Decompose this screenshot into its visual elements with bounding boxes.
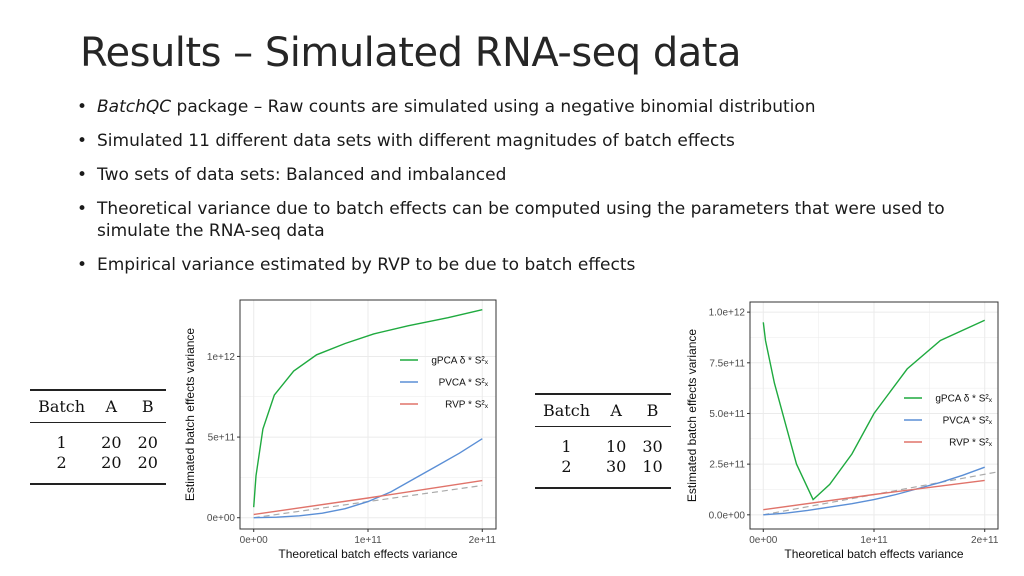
chart0-y-tick-label: 0e+00 bbox=[207, 513, 236, 524]
chart0-y-tick-label: 5e+11 bbox=[208, 433, 236, 444]
chart1-y-tick-label: 0.0e+00 bbox=[709, 510, 746, 521]
chart0-x-tick-label: 0e+00 bbox=[240, 535, 269, 546]
table-row: 1 20 20 bbox=[30, 423, 166, 454]
chart1-y-tick-label: 7.5e+11 bbox=[709, 358, 745, 369]
imbalanced-variance-chart: 0e+00 1e+11 2e+11 0.0e+00 2.5e+11 5.0e+11 7.5e… bbox=[685, 301, 999, 561]
chart1-legend-label-pvca: PVCA * S²ₓ bbox=[943, 416, 993, 427]
chart0-series-gpca-line bbox=[253, 309, 483, 508]
chart1-series-gpca-line bbox=[762, 319, 985, 501]
table-cell: 10 bbox=[606, 437, 627, 456]
bullet-item: Empirical variance estimated by RVP to b… bbox=[77, 254, 957, 276]
imbalanced-design-table: Batch A B 1 10 30 2 30 10 bbox=[535, 393, 671, 489]
chart0-x-axis-title: Theoretical batch effects variance bbox=[278, 547, 458, 561]
table-cell: 30 bbox=[606, 457, 627, 476]
chart0-legend-label-pvca: PVCA * S²ₓ bbox=[439, 378, 489, 389]
chart0-legend-label-gpca: gPCA δ * S²ₓ bbox=[431, 356, 488, 367]
table-header-cell: B bbox=[646, 401, 659, 420]
chart1-x-tick-label: 2e+11 bbox=[971, 535, 999, 546]
table-cell: 10 bbox=[642, 457, 663, 476]
table-cell: 20 bbox=[137, 453, 158, 472]
chart1-x-axis-title: Theoretical batch effects variance bbox=[784, 547, 964, 561]
chart1-y-tick-label: 2.5e+11 bbox=[709, 460, 745, 471]
chart0-series-pvca-line bbox=[253, 438, 483, 519]
chart0-x-tick-label: 1e+11 bbox=[354, 535, 382, 546]
chart0-y-tick-label: 1e+12 bbox=[207, 352, 236, 363]
bullet-text: Theoretical variance due to batch effect… bbox=[97, 199, 945, 241]
chart1-y-tick-label: 1.0e+12 bbox=[709, 308, 746, 319]
table-cell: 1 bbox=[56, 433, 67, 452]
table-cell: 20 bbox=[101, 433, 122, 452]
bullet-item: BatchQC package – Raw counts are simulat… bbox=[77, 96, 957, 118]
table-row: 1 10 30 bbox=[535, 427, 671, 458]
chart1-y-axis-title: Estimated batch effects variance bbox=[685, 329, 699, 503]
table-header-row: Batch A B bbox=[30, 390, 166, 423]
table-header-cell: Batch bbox=[543, 401, 590, 420]
chart0-y-axis-title: Estimated batch effects variance bbox=[183, 328, 197, 502]
bullet-text: Simulated 11 different data sets with di… bbox=[97, 131, 735, 151]
bullet-list: BatchQC package – Raw counts are simulat… bbox=[77, 96, 957, 288]
chart1-legend-label-gpca: gPCA δ * S²ₓ bbox=[935, 394, 992, 405]
bullet-text: Empirical variance estimated by RVP to b… bbox=[97, 255, 636, 275]
chart1-x-tick-label: 0e+00 bbox=[749, 535, 778, 546]
chart1-legend-label-rvp: RVP * S²ₓ bbox=[949, 438, 993, 449]
table-header-cell: A bbox=[610, 401, 622, 420]
bullet-emphasis: BatchQC bbox=[97, 97, 172, 117]
table-cell: 1 bbox=[561, 437, 572, 456]
bullet-text: package – Raw counts are simulated using… bbox=[171, 97, 816, 117]
bullet-item: Simulated 11 different data sets with di… bbox=[77, 130, 957, 152]
chart0-x-tick-label: 2e+11 bbox=[469, 535, 497, 546]
balanced-design-table: Batch A B 1 20 20 2 20 20 bbox=[30, 389, 166, 485]
table-cell: 2 bbox=[56, 453, 67, 472]
table-header-cell: B bbox=[141, 397, 154, 416]
balanced-variance-chart: 0e+00 1e+11 2e+11 0e+00 5e+11 1e+12 Theoretica… bbox=[183, 299, 497, 561]
chart0-series-rvp-line bbox=[253, 479, 483, 516]
bullet-text: Two sets of data sets: Balanced and imba… bbox=[97, 165, 507, 185]
table-cell: 30 bbox=[642, 437, 663, 456]
table-row: 2 30 10 bbox=[535, 457, 671, 488]
slide-title: Results – Simulated RNA-seq data bbox=[80, 30, 742, 76]
table-cell: 20 bbox=[101, 453, 122, 472]
chart1-series-rvp-line bbox=[763, 479, 985, 511]
table-header-cell: Batch bbox=[38, 397, 86, 416]
table-cell: 20 bbox=[137, 433, 158, 452]
table-cell: 2 bbox=[561, 457, 572, 476]
bullet-item: Theoretical variance due to batch effect… bbox=[77, 198, 957, 242]
chart1-y-tick-label: 5.0e+11 bbox=[709, 409, 745, 420]
chart0-legend-label-rvp: RVP * S²ₓ bbox=[445, 400, 489, 411]
bullet-item: Two sets of data sets: Balanced and imba… bbox=[77, 164, 957, 186]
table-header-row: Batch A B bbox=[535, 394, 671, 427]
chart1-x-tick-label: 1e+11 bbox=[860, 535, 888, 546]
chart1-series-pvca-line bbox=[763, 466, 985, 516]
table-row: 2 20 20 bbox=[30, 453, 166, 484]
table-header-cell: A bbox=[105, 397, 118, 416]
